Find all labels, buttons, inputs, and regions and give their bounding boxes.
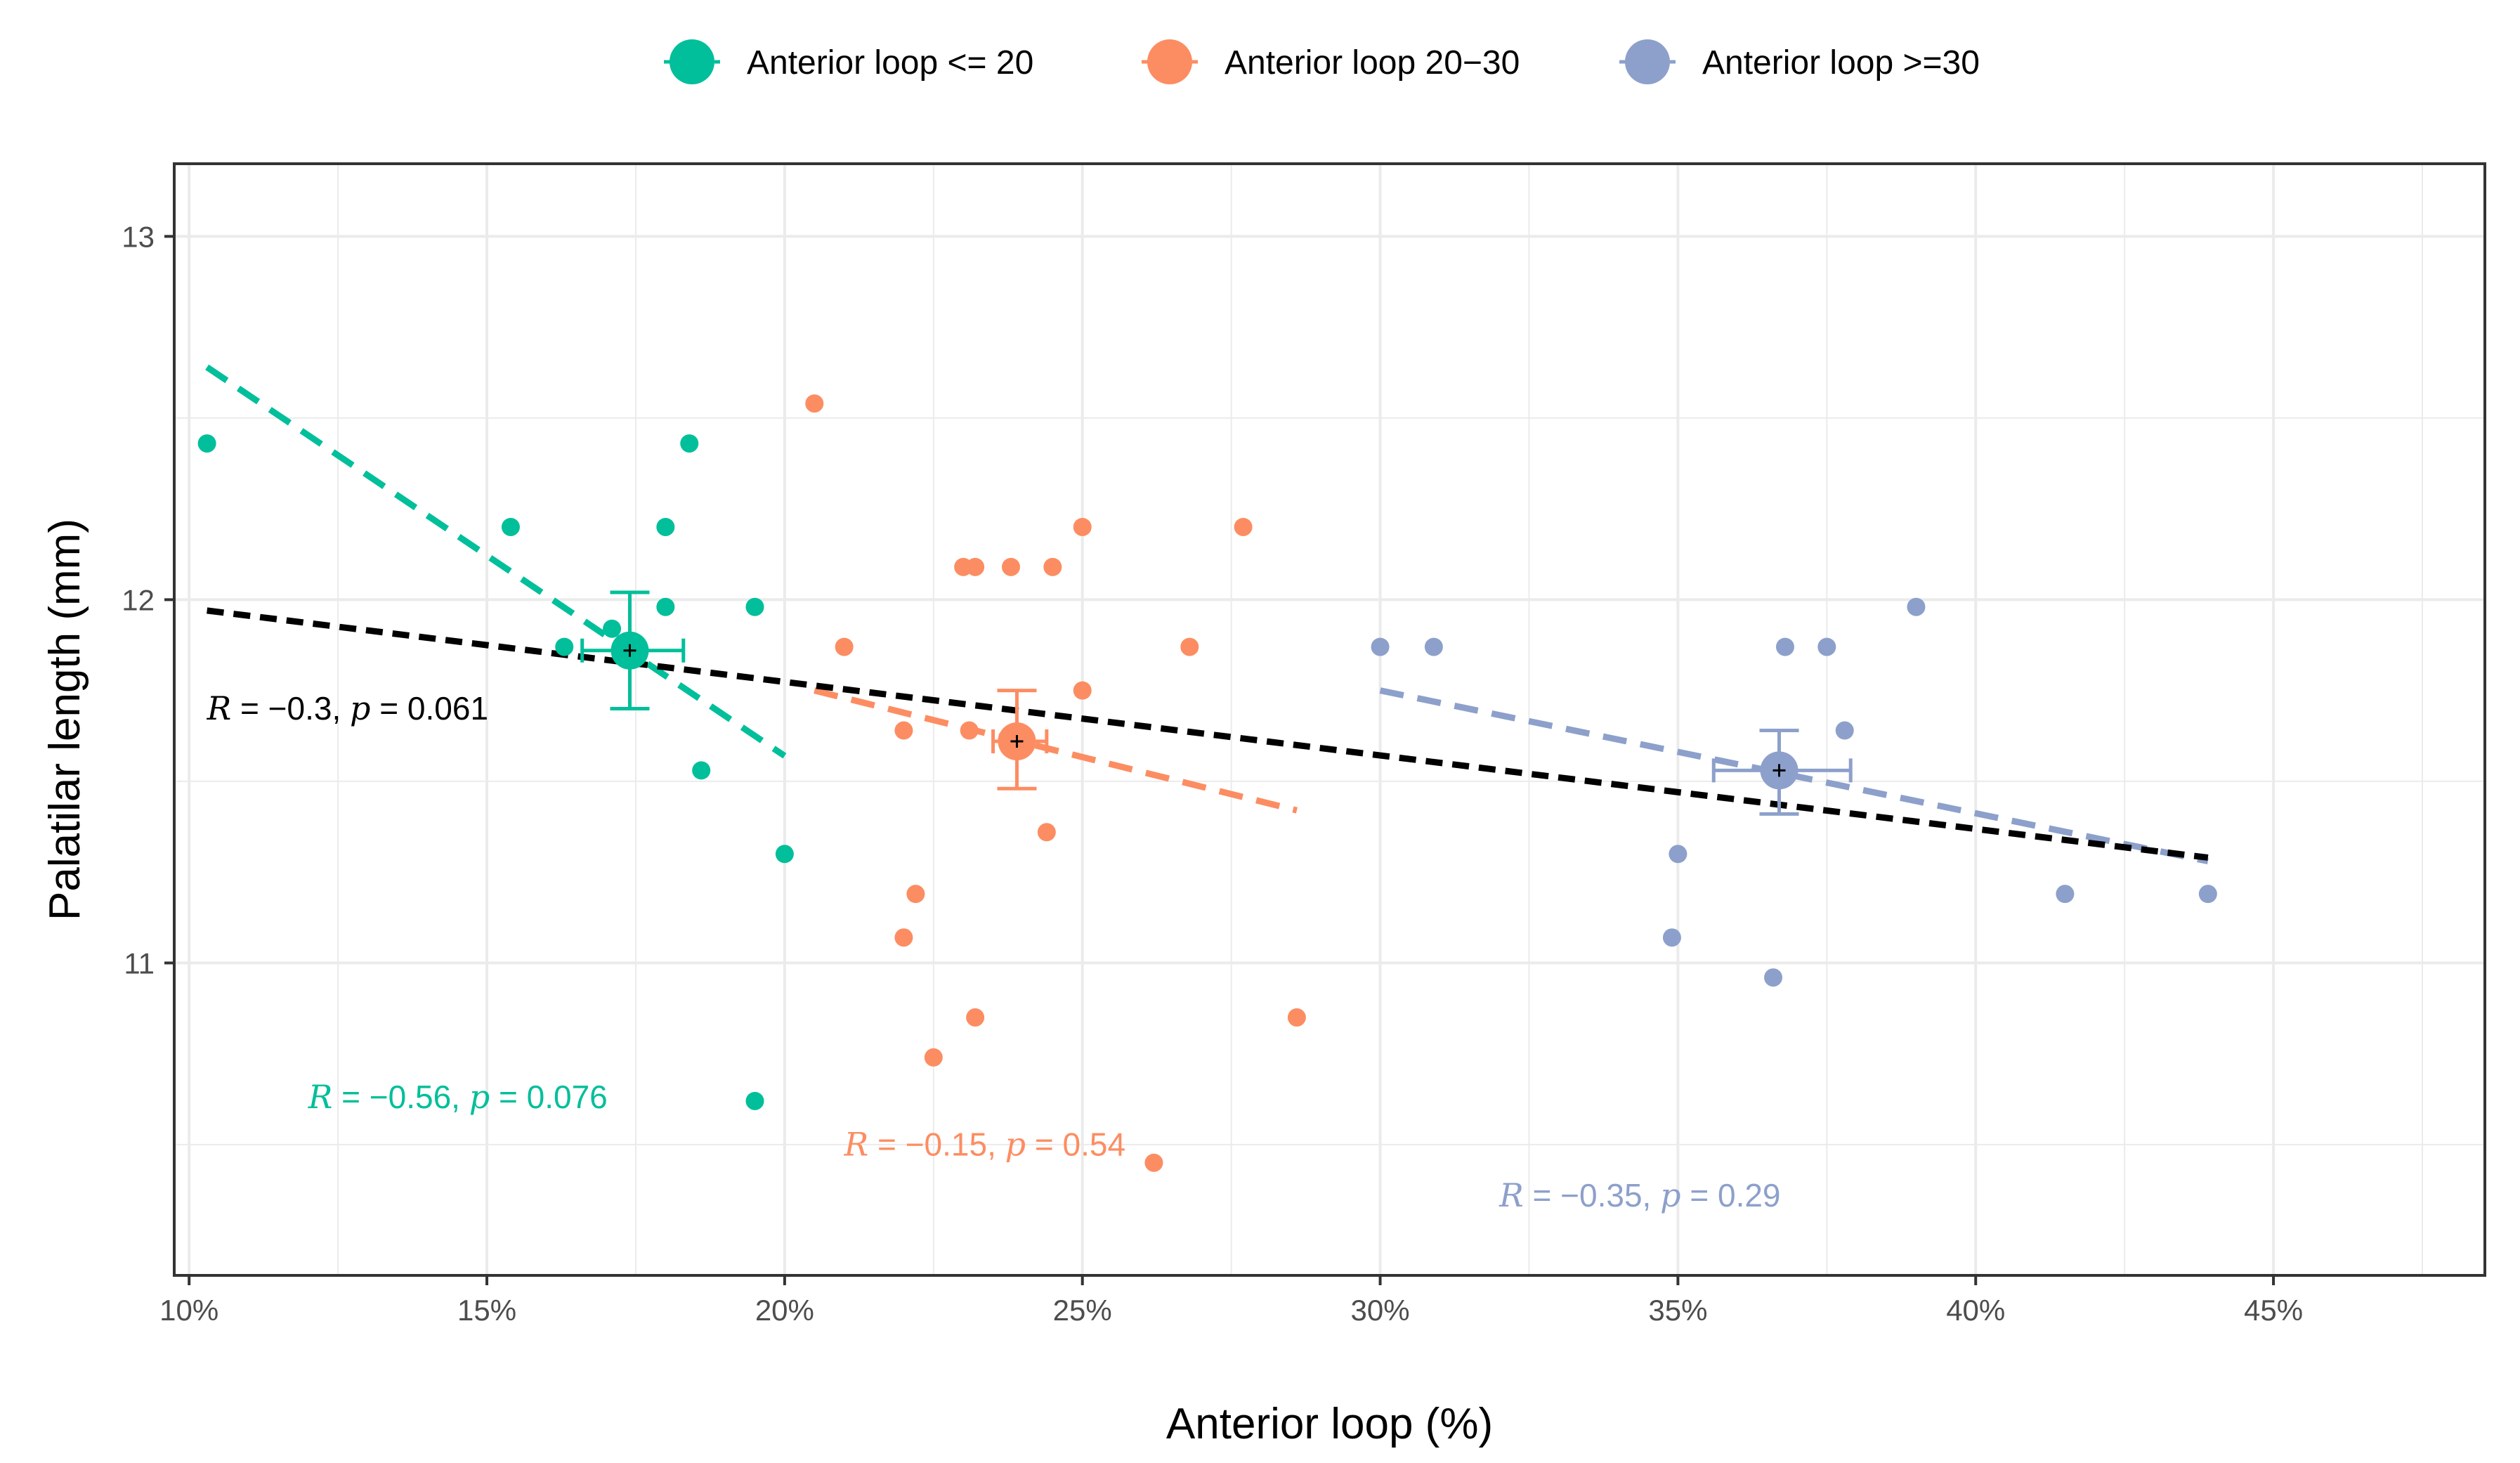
legend-key-marker xyxy=(670,39,714,84)
trend-line-overall xyxy=(207,607,2209,861)
annotation-symbol: p xyxy=(1660,1176,1680,1214)
annotation-value: = 0.29 xyxy=(1681,1177,1781,1214)
x-tick-label: 40% xyxy=(1946,1294,2005,1327)
data-point-series-2 xyxy=(906,885,925,904)
data-point-series-1 xyxy=(197,434,216,453)
x-tick-label: 20% xyxy=(755,1294,814,1327)
data-point-series-2 xyxy=(1037,823,1056,842)
annotation-value: = −0.3, xyxy=(231,690,350,727)
data-point-series-3 xyxy=(1424,637,1443,656)
x-tick-label: 30% xyxy=(1351,1294,1410,1327)
data-point-series-3 xyxy=(1669,845,1687,864)
data-point-series-2 xyxy=(894,721,913,740)
x-axis-title: Anterior loop (%) xyxy=(1166,1400,1493,1448)
data-point-series-1 xyxy=(555,637,574,656)
data-point-series-3 xyxy=(1817,637,1836,656)
group-means xyxy=(580,590,1853,816)
x-tick-label: 45% xyxy=(2244,1294,2303,1327)
data-points xyxy=(197,394,2217,1172)
trend-line-2 xyxy=(814,687,1298,814)
group-mean-3 xyxy=(1711,729,1853,816)
annotation-symbol: R xyxy=(1499,1176,1524,1214)
legend-label: Anterior loop 20−30 xyxy=(1225,44,1520,82)
data-point-series-3 xyxy=(2056,885,2075,904)
data-point-series-2 xyxy=(966,557,985,576)
legend: Anterior loop <= 20 Anterior loop 20−30 An… xyxy=(664,39,1980,84)
data-point-series-1 xyxy=(656,517,675,536)
x-tick-label: 10% xyxy=(159,1294,218,1327)
y-tick-label: 13 xyxy=(122,220,155,253)
group-mean-1 xyxy=(580,590,686,710)
data-point-series-1 xyxy=(603,619,622,638)
annotation-value: = −0.35, xyxy=(1524,1177,1660,1214)
annotation-series-1: R = −0.56, p = 0.076 xyxy=(308,1078,608,1116)
data-point-series-2 xyxy=(1180,637,1199,656)
annotation-value: = 0.076 xyxy=(490,1079,608,1115)
data-point-series-2 xyxy=(1001,557,1020,576)
data-point-series-2 xyxy=(835,637,854,656)
annotation-symbol: R xyxy=(308,1078,333,1116)
legend-item-2: Anterior loop 20−30 xyxy=(1142,39,1520,84)
data-point-series-3 xyxy=(1835,721,1854,740)
annotation-symbol: p xyxy=(350,689,370,727)
data-point-series-1 xyxy=(501,517,520,536)
annotation-value: = −0.56, xyxy=(332,1079,469,1115)
data-point-series-3 xyxy=(1907,597,1926,616)
legend-label: Anterior loop >=30 xyxy=(1702,44,1980,82)
y-tick-label: 11 xyxy=(124,947,155,980)
x-axis: 10% 15% 20% 25% 30% 35% 40% 45% xyxy=(159,1275,2303,1327)
data-point-series-3 xyxy=(1764,968,1783,987)
data-point-series-2 xyxy=(966,1008,985,1027)
data-point-series-3 xyxy=(1371,637,1390,656)
y-axis-title: Palatilar length (mm) xyxy=(41,519,89,921)
data-point-series-3 xyxy=(2198,885,2217,904)
data-point-series-2 xyxy=(805,394,824,413)
group-mean-2 xyxy=(991,689,1049,791)
annotation-value: = 0.54 xyxy=(1026,1126,1125,1162)
data-point-series-2 xyxy=(1234,517,1253,536)
annotation-symbol: R xyxy=(207,689,232,727)
data-point-series-2 xyxy=(1073,681,1092,700)
data-point-series-2 xyxy=(1144,1153,1163,1172)
annotation-series-2: R = −0.15, p = 0.54 xyxy=(844,1125,1125,1163)
panel-border xyxy=(173,162,2486,1277)
data-point-series-1 xyxy=(680,434,699,453)
data-point-series-1 xyxy=(745,597,764,616)
legend-key-marker xyxy=(1625,39,1670,84)
annotation-overall: R = −0.3, p = 0.061 xyxy=(207,689,488,727)
legend-label: Anterior loop <= 20 xyxy=(747,44,1033,82)
data-point-series-3 xyxy=(1662,928,1681,947)
annotation-value: = −0.15, xyxy=(868,1126,1005,1162)
data-point-series-2 xyxy=(924,1048,943,1067)
data-point-series-2 xyxy=(1287,1008,1306,1027)
x-tick-label: 25% xyxy=(1053,1294,1112,1327)
annotation-value: = 0.061 xyxy=(371,690,489,727)
data-point-series-1 xyxy=(775,845,794,864)
annotation-symbol: p xyxy=(1005,1125,1026,1163)
data-point-series-2 xyxy=(894,928,913,947)
data-point-series-2 xyxy=(1043,557,1062,576)
annotation-symbol: p xyxy=(469,1078,490,1116)
annotation-symbol: R xyxy=(844,1125,869,1163)
data-point-series-1 xyxy=(692,761,711,780)
x-tick-label: 15% xyxy=(457,1294,516,1327)
annotation-series-3: R = −0.35, p = 0.29 xyxy=(1499,1176,1780,1214)
data-point-series-2 xyxy=(960,721,979,740)
data-point-series-1 xyxy=(745,1091,764,1110)
data-point-series-3 xyxy=(1775,637,1794,656)
data-point-series-1 xyxy=(656,597,675,616)
legend-item-3: Anterior loop >=30 xyxy=(1619,39,1980,84)
y-axis: 11 12 13 xyxy=(122,220,174,980)
y-tick-label: 12 xyxy=(122,583,155,616)
trend-line-1 xyxy=(205,364,787,759)
x-tick-label: 35% xyxy=(1648,1294,1707,1327)
legend-item-1: Anterior loop <= 20 xyxy=(664,39,1033,84)
legend-key-marker xyxy=(1147,39,1192,84)
data-point-series-2 xyxy=(1073,517,1092,536)
